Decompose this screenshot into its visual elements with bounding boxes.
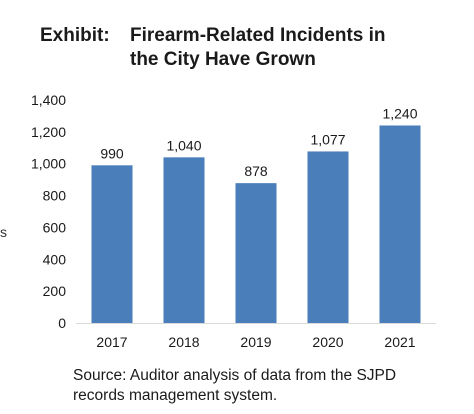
x-tick-label: 2020: [312, 334, 343, 350]
data-label: 990: [100, 145, 124, 161]
x-tick-label: 2017: [96, 334, 127, 350]
bar: [379, 125, 421, 323]
title-line-2: the City Have Grown: [130, 49, 316, 70]
y-tick-label: 600: [43, 219, 67, 235]
data-label: 878: [244, 163, 268, 179]
data-label: 1,077: [310, 131, 345, 147]
y-tick-label: 400: [43, 251, 67, 267]
title-line-1: Firearm-Related Incidents in: [130, 25, 386, 46]
source-note: Source: Auditor analysis of data from th…: [73, 366, 453, 406]
data-label: 1,240: [382, 105, 417, 121]
x-tick-label: 2019: [240, 334, 271, 350]
bar: [307, 151, 349, 323]
y-tick-label: 800: [43, 188, 67, 204]
cropped-margin-text: s: [0, 224, 7, 240]
x-tick-label: 2021: [384, 334, 415, 350]
source-line-2: records management system.: [73, 387, 278, 404]
exhibit-label: Exhibit:: [40, 25, 110, 46]
chart-title: Exhibit: Firearm-Related Incidents in the…: [40, 24, 440, 72]
y-tick-label: 200: [43, 283, 67, 299]
y-tick-label: 1,200: [31, 124, 66, 140]
bar: [91, 165, 133, 323]
data-label: 1,040: [166, 137, 201, 153]
x-tick-label: 2018: [168, 334, 199, 350]
bar-chart: 0 200 400 600 800 1,000 1,200 1,400 990 2017 1,040…: [31, 92, 436, 350]
bar: [235, 183, 277, 323]
y-tick-label: 0: [58, 315, 66, 331]
source-line-1: Source: Auditor analysis of data from th…: [73, 367, 397, 384]
y-tick-label: 1,400: [31, 92, 66, 108]
y-tick-label: 1,000: [31, 156, 66, 172]
bar: [163, 157, 205, 323]
